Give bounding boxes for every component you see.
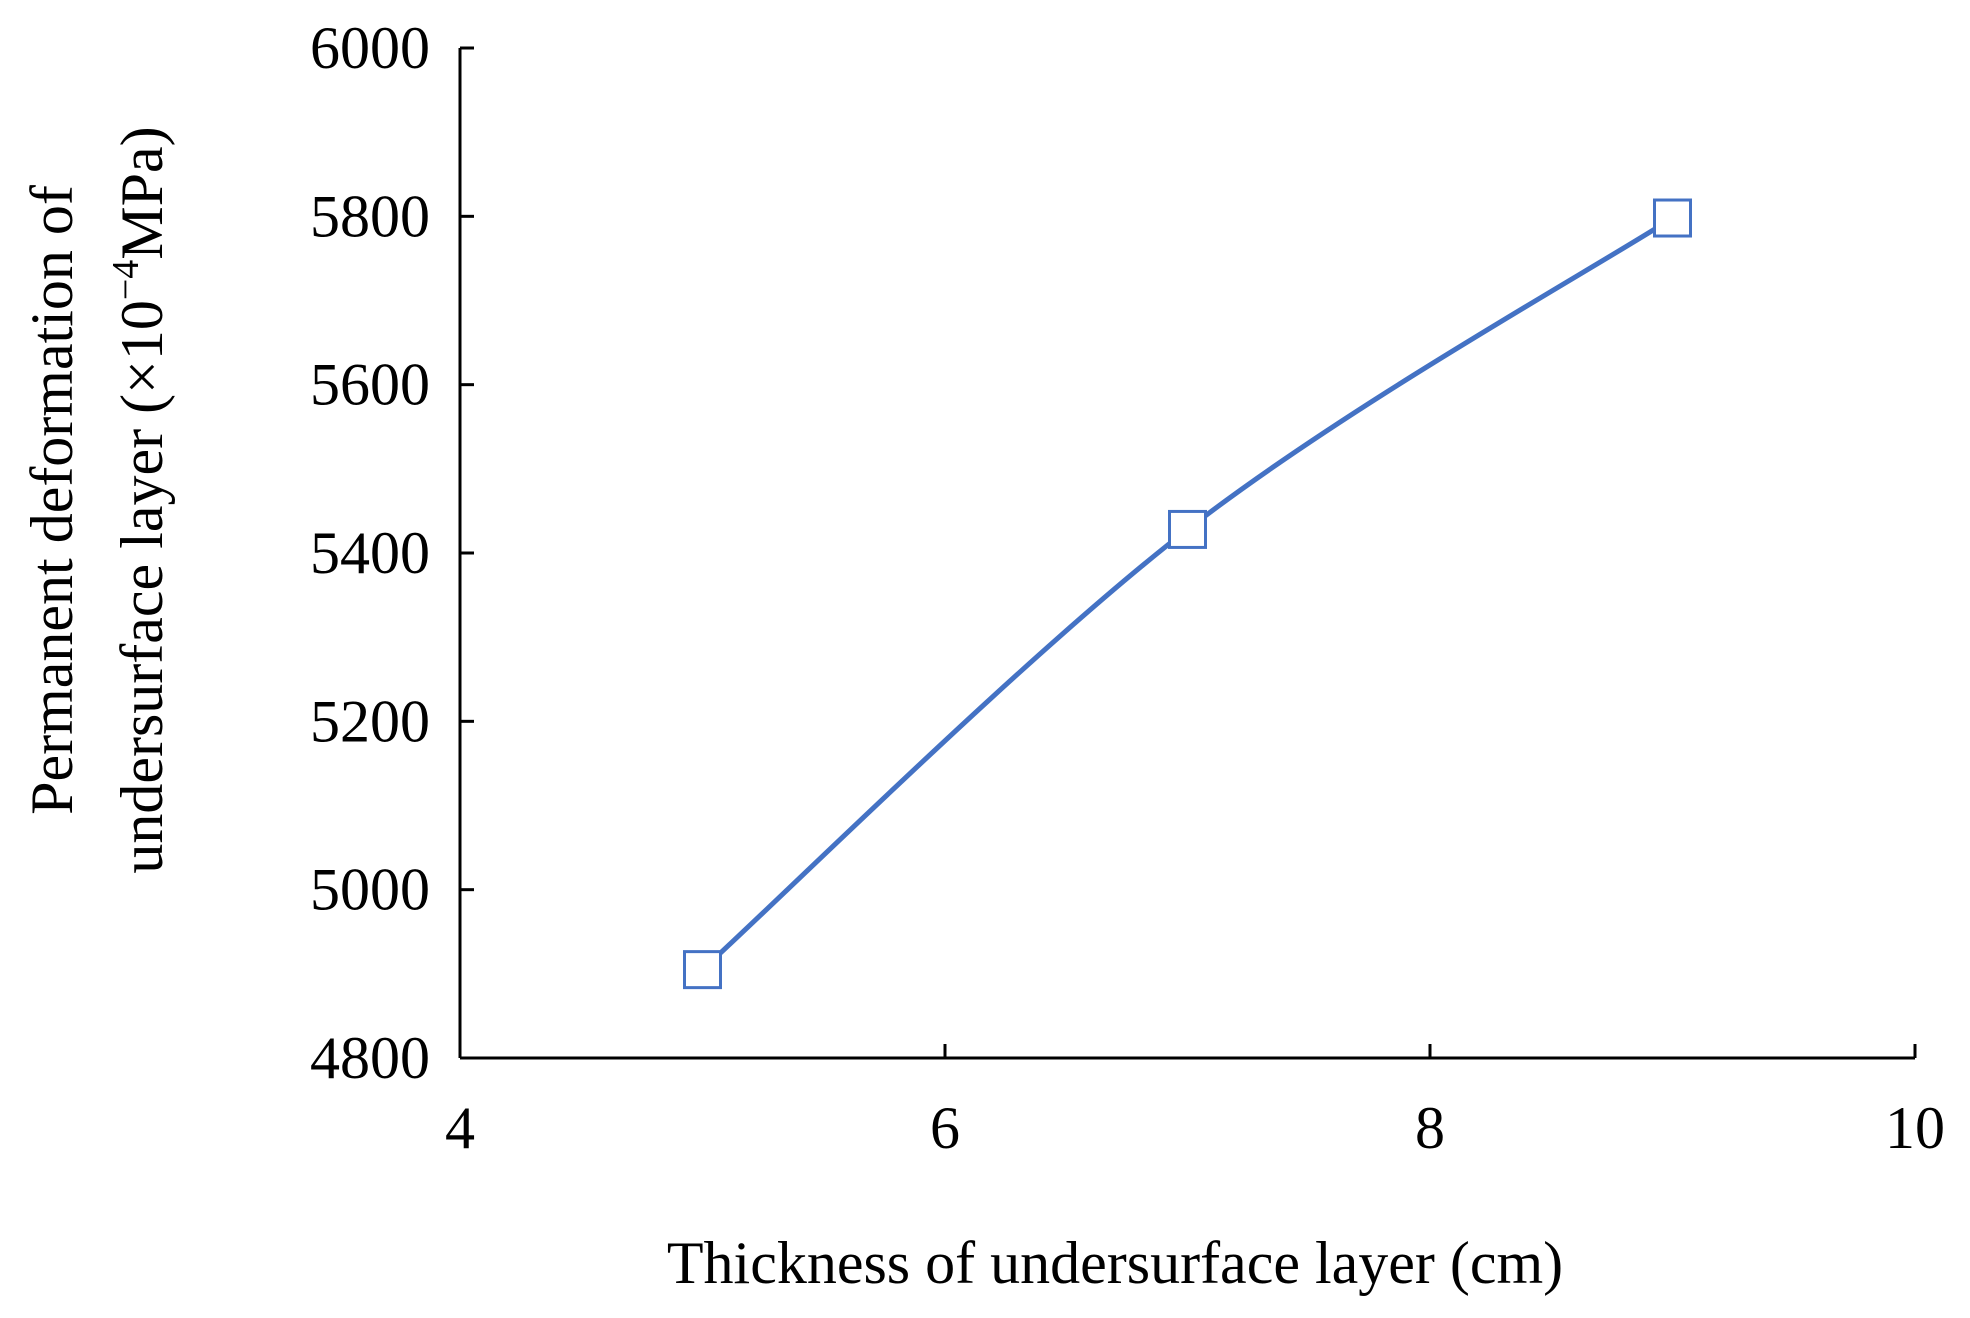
y-axis-title: Permanent deformation of undersurface la…	[19, 126, 175, 873]
x-tick-label: 10	[1885, 1095, 1945, 1161]
plot-axes	[458, 48, 1915, 1060]
y-tick-label: 5600	[310, 352, 430, 418]
y-axis-title-line2: undersurface layer (×10−4MPa)	[105, 126, 175, 873]
data-point-marker	[683, 950, 722, 990]
data-point-marker	[1653, 198, 1692, 238]
x-ticks: 4 6 8 10	[445, 1044, 1945, 1161]
y-tick-label: 5000	[310, 857, 430, 923]
series-layer	[683, 198, 1692, 990]
y-tick-label: 6000	[310, 15, 430, 81]
x-tick-label: 6	[930, 1095, 960, 1161]
x-axis-title: Thickness of undersurface layer (cm)	[667, 1230, 1563, 1296]
x-tick-label: 4	[445, 1095, 475, 1161]
y-tick-label: 5200	[310, 688, 430, 754]
y-tick-label: 4800	[310, 1025, 430, 1091]
y-tick-label: 5400	[310, 520, 430, 586]
y-axis-title-exponent: −4	[105, 260, 147, 300]
x-tick-label: 8	[1415, 1095, 1445, 1161]
y-tick-label: 5800	[310, 183, 430, 249]
y-axis-title-suffix: MPa)	[109, 126, 175, 259]
data-point-marker	[1168, 509, 1207, 549]
series-line	[700, 215, 1674, 972]
y-ticks: 4800 5000 5200 5400 5600 5800 6000	[310, 15, 474, 1091]
y-axis-title-prefix: undersurface layer (×10	[109, 300, 175, 874]
y-axis-title-line1: Permanent deformation of	[19, 185, 85, 815]
